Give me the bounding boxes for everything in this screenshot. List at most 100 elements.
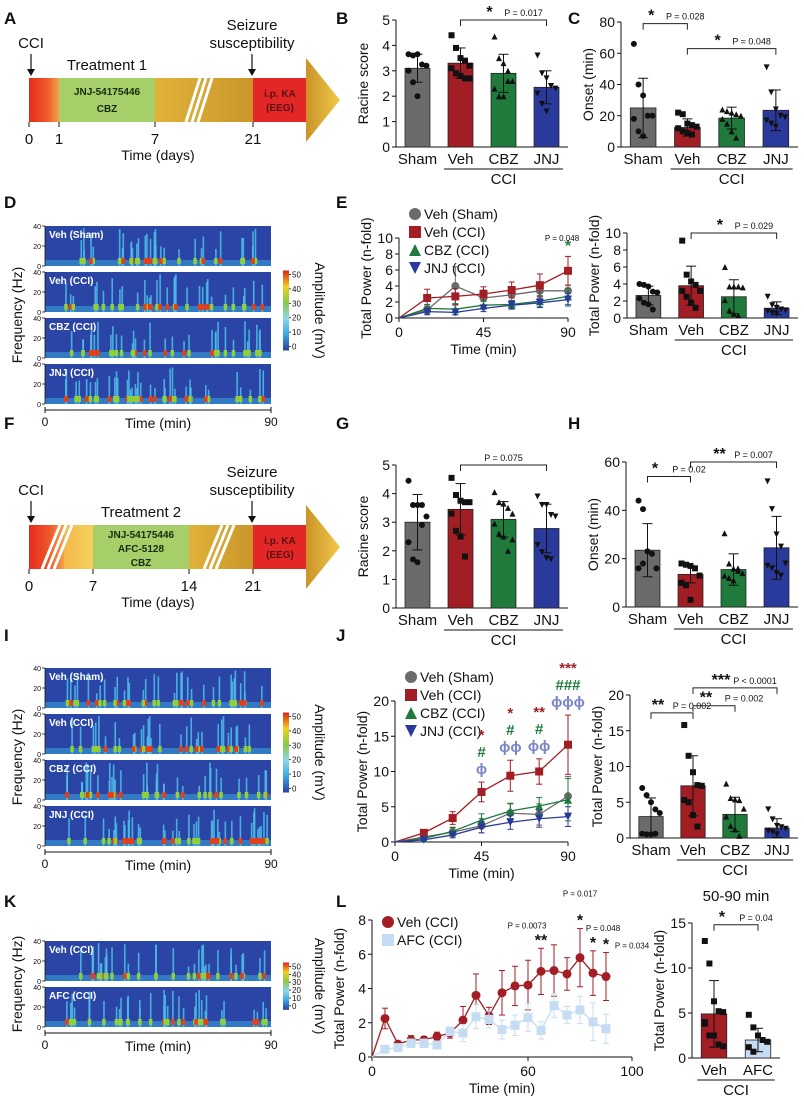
spectrogram-burst — [163, 783, 165, 800]
spectrogram-burst-base — [162, 792, 166, 798]
spectrogram-burst-base — [170, 396, 175, 402]
cci-group-label: CCI — [491, 632, 517, 649]
spectrogram-burst-base — [141, 746, 146, 752]
spectrogram-burst-base — [238, 396, 243, 402]
significance-annotation: ϕϕϕ — [551, 694, 585, 711]
data-point — [414, 93, 421, 100]
spectrogram-burst — [155, 944, 157, 981]
spectrogram-burst — [65, 283, 67, 312]
seizure-arrow-head — [248, 516, 256, 523]
spectrogram-burst-base — [255, 350, 259, 356]
y-tick-label: 0 — [616, 830, 624, 846]
data-point — [739, 570, 746, 577]
p-value: P = 0.034 — [615, 942, 650, 951]
legend-marker — [409, 262, 421, 274]
data-point — [461, 57, 468, 64]
colorbar-tick-label: 20 — [292, 756, 301, 765]
spectrogram-burst — [97, 775, 99, 800]
spectrogram-burst — [108, 780, 111, 800]
data-point — [772, 123, 779, 130]
data-point — [750, 1048, 757, 1055]
data-point — [477, 787, 486, 796]
spectrogram-burst-base — [125, 1019, 130, 1025]
spectrogram-burst — [211, 820, 214, 846]
spectrogram-burst — [265, 770, 268, 800]
treatment-label: Treatment 2 — [101, 504, 181, 521]
spectrogram-burst-base — [260, 700, 264, 706]
data-point — [645, 301, 652, 308]
data-point — [745, 1044, 752, 1051]
data-point — [491, 489, 498, 496]
spectrogram-row: Veh (CCI) 40 20 0 — [33, 712, 271, 759]
p-value: P = 0.04 — [739, 913, 773, 923]
data-point — [479, 290, 488, 298]
series-jnj-cci- — [398, 292, 572, 319]
significance-annotation: ** — [533, 704, 545, 721]
data-point — [730, 310, 737, 317]
data-point — [432, 1031, 442, 1041]
data-point — [688, 299, 695, 306]
data-point — [543, 108, 550, 115]
spectrogram-burst-base — [215, 838, 220, 844]
spectrogram-burst — [85, 762, 88, 800]
spectrogram-xtick-label: 0 — [42, 857, 49, 871]
data-point — [549, 966, 559, 976]
spectrogram-burst — [205, 282, 208, 312]
spectrogram-burst — [235, 726, 238, 754]
break-mark — [52, 524, 74, 570]
spectrogram-burst — [216, 819, 219, 846]
spectrogram-burst-base — [64, 396, 68, 402]
spectrogram-burst — [246, 341, 249, 358]
colorbar-tick-label: 30 — [292, 978, 301, 987]
legend-label: Veh (Sham) — [420, 669, 494, 685]
spectrogram-burst — [241, 954, 243, 981]
data-point — [466, 499, 473, 506]
significance-annotation: # — [506, 722, 515, 739]
spectrogram-burst-base — [221, 746, 226, 752]
p-value: P = 0.017 — [563, 890, 598, 899]
data-point — [588, 968, 598, 978]
series-afc-cci- — [371, 993, 611, 1058]
bar-chart-B: 0 1 2 3 4 5 Racine score Sham Veh CBZ JNJ CCI * P = 0… — [355, 4, 568, 188]
spectrogram-burst-base — [223, 304, 228, 310]
spectrogram-burst-base — [110, 973, 114, 979]
spectrogram-burst — [148, 716, 151, 754]
category-label: JNJ — [763, 151, 789, 168]
spectrogram-burst-base — [177, 258, 181, 264]
timeline-tick-label: 21 — [245, 131, 262, 148]
spectrogram-burst-base — [263, 792, 267, 798]
legend-marker — [405, 671, 417, 683]
data-point — [564, 795, 572, 804]
spectrogram-burst-base — [193, 258, 197, 264]
data-point — [720, 1009, 727, 1016]
spectrogram-burst-base — [79, 973, 83, 979]
cci-group-label: CCI — [721, 342, 747, 359]
data-point — [681, 722, 688, 729]
spectrogram-burst-base — [138, 396, 143, 402]
y-tick-label: 15 — [608, 723, 624, 739]
spectrogram-burst-base — [200, 304, 205, 310]
significance-stars: * — [486, 4, 493, 21]
p-value: P = 0.075 — [484, 453, 523, 463]
spectrogram-burst-base — [203, 396, 208, 402]
spectrogram-burst-base — [229, 746, 233, 752]
spectrogram-burst — [136, 292, 139, 312]
spectrogram-burst-base — [163, 1019, 167, 1025]
spectrogram-xtick-label: 90 — [264, 415, 278, 429]
spectrogram-baseline — [45, 1021, 271, 1027]
data-point — [679, 128, 686, 135]
category-label: Sham — [398, 151, 437, 168]
data-point — [688, 122, 695, 129]
data-point — [697, 287, 704, 294]
spectrogram-burst — [257, 775, 260, 800]
spectrogram-burst-base — [142, 350, 147, 356]
spectrogram-burst — [114, 816, 117, 846]
data-point — [423, 294, 432, 302]
spectrogram-burst — [69, 675, 72, 708]
spectrogram-burst-base — [102, 1019, 106, 1025]
spectrogram-burst-base — [200, 973, 204, 979]
colorbar-label: Amplitude (mV) — [312, 262, 328, 358]
data-point — [457, 72, 464, 79]
p-value: P = 0.007 — [734, 450, 773, 460]
spectrogram-burst-base — [123, 838, 127, 844]
